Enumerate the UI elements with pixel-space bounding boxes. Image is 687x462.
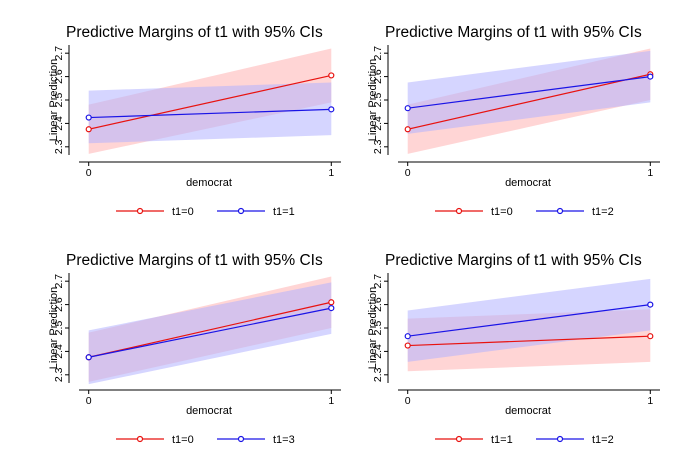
y-axis-label: Linear Prediction — [48, 59, 60, 142]
data-point-t1=2-x1 — [647, 73, 654, 80]
series-line-t1=0 — [88, 301, 332, 358]
y-tick-label-2.6: 2.6 — [53, 297, 65, 312]
x-tick-label-1: 1 — [328, 395, 334, 407]
chart-panel-1: Predictive Margins of t1 with 95% CIs 2.3… — [48, 24, 341, 218]
x-axis-label: democrat — [186, 177, 232, 189]
y-tick-label-2.3: 2.3 — [372, 139, 384, 154]
data-point-t1=1-x1 — [328, 106, 335, 113]
data-point-t1=3-x0 — [85, 354, 92, 361]
legend-label-t1=0: t1=0 — [491, 206, 513, 218]
y-tick-label-2.7: 2.7 — [372, 274, 384, 289]
legend-marker-t1=3 — [237, 435, 245, 443]
y-tick-label-2.3: 2.3 — [53, 139, 65, 154]
legend-label-t1=3: t1=3 — [273, 434, 295, 446]
chart-title: Predictive Margins of t1 with 95% CIs — [66, 24, 323, 41]
y-tick-label-2.6: 2.6 — [372, 69, 384, 84]
legend-label-t1=0: t1=0 — [172, 206, 194, 218]
series-line-t1=1 — [407, 335, 651, 347]
legend-marker-t1=1 — [237, 207, 245, 215]
y-axis-label: Linear Prediction — [367, 59, 379, 142]
y-tick-label-2.7: 2.7 — [372, 46, 384, 61]
chart-panel-3: Predictive Margins of t1 with 95% CIs 2.3… — [48, 252, 341, 446]
chart-title: Predictive Margins of t1 with 95% CIs — [66, 252, 323, 269]
legend-label-t1=1: t1=1 — [491, 434, 513, 446]
y-tick-label-2.4: 2.4 — [372, 344, 384, 359]
data-point-t1=3-x1 — [328, 305, 335, 312]
legend-marker-t1=1 — [455, 435, 463, 443]
y-tick-label-2.6: 2.6 — [53, 69, 65, 84]
y-tick-label-2.5: 2.5 — [372, 321, 384, 336]
x-axis-label: democrat — [505, 177, 551, 189]
x-tick-label-1: 1 — [647, 167, 653, 179]
y-tick-label-2.5: 2.5 — [53, 93, 65, 108]
y-tick-label-2.6: 2.6 — [372, 297, 384, 312]
x-tick-label-0: 0 — [86, 395, 92, 407]
series-line-t1=0 — [407, 73, 651, 130]
y-tick-label-2.7: 2.7 — [53, 46, 65, 61]
x-tick-label-0: 0 — [405, 395, 411, 407]
legend-marker-t1=2 — [556, 435, 564, 443]
x-tick-label-1: 1 — [647, 395, 653, 407]
chart-title: Predictive Margins of t1 with 95% CIs — [385, 252, 642, 269]
data-point-t1=1-x0 — [85, 114, 92, 121]
y-axis-label: Linear Prediction — [48, 287, 60, 370]
legend-marker-t1=0 — [136, 207, 144, 215]
legend-label-t1=0: t1=0 — [172, 434, 194, 446]
chart-panel-2: Predictive Margins of t1 with 95% CIs 2.3… — [367, 24, 660, 218]
legend-marker-t1=2 — [556, 207, 564, 215]
legend-marker-t1=0 — [455, 207, 463, 215]
y-tick-label-2.4: 2.4 — [53, 116, 65, 131]
series-line-t1=3 — [88, 307, 332, 358]
x-tick-label-0: 0 — [405, 167, 411, 179]
series-line-t1=1 — [88, 108, 332, 119]
data-point-t1=1-x0 — [404, 342, 411, 349]
legend-marker-t1=0 — [136, 435, 144, 443]
data-point-t1=2-x0 — [404, 105, 411, 112]
x-axis-label: democrat — [186, 405, 232, 417]
x-tick-label-0: 0 — [86, 167, 92, 179]
chart-title: Predictive Margins of t1 with 95% CIs — [385, 24, 642, 41]
y-tick-label-2.7: 2.7 — [53, 274, 65, 289]
y-tick-label-2.4: 2.4 — [53, 344, 65, 359]
y-tick-label-2.3: 2.3 — [372, 367, 384, 382]
data-point-t1=2-x1 — [647, 301, 654, 308]
chart-panel-4: Predictive Margins of t1 with 95% CIs 2.3… — [367, 252, 660, 446]
data-point-t1=2-x0 — [404, 333, 411, 340]
x-tick-label-1: 1 — [328, 167, 334, 179]
x-axis-label: democrat — [505, 405, 551, 417]
y-tick-label-2.4: 2.4 — [372, 116, 384, 131]
series-line-t1=0 — [88, 74, 332, 130]
data-point-t1=0-x1 — [328, 299, 335, 306]
legend-label-t1=2: t1=2 — [592, 434, 614, 446]
legend-label-t1=1: t1=1 — [273, 206, 295, 218]
y-tick-label-2.5: 2.5 — [372, 93, 384, 108]
legend-label-t1=2: t1=2 — [592, 206, 614, 218]
data-point-t1=1-x1 — [647, 333, 654, 340]
data-point-t1=0-x1 — [328, 72, 335, 79]
y-tick-label-2.5: 2.5 — [53, 321, 65, 336]
y-axis-label: Linear Prediction — [367, 287, 379, 370]
y-tick-label-2.3: 2.3 — [53, 367, 65, 382]
series-line-t1=2 — [407, 76, 651, 109]
data-point-t1=0-x0 — [404, 126, 411, 133]
series-line-t1=2 — [407, 304, 651, 337]
data-point-t1=0-x0 — [85, 126, 92, 133]
